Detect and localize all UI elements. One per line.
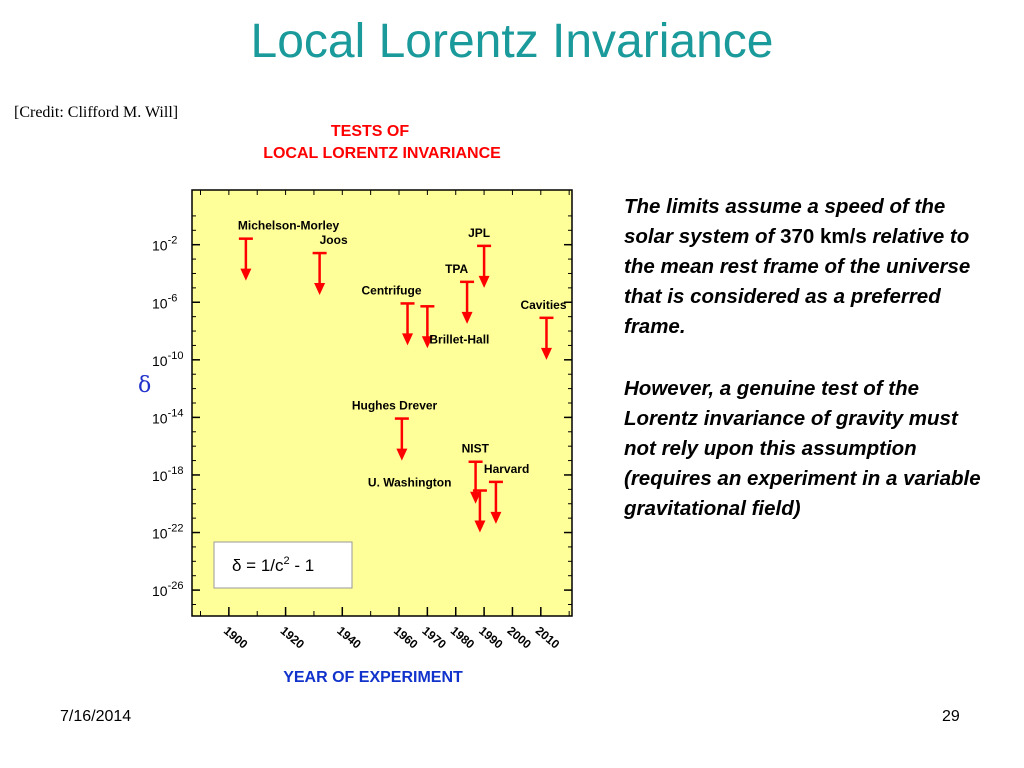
y-axis-label: δ (138, 373, 151, 398)
page-number: 29 (942, 708, 960, 725)
explanation-panel: The limits assume a speed of the solar s… (624, 192, 994, 556)
data-point-michelson-morley: Michelson-Morley (238, 219, 340, 281)
arrow-head-michelson-morley (240, 268, 252, 281)
x-tick-label-0: 1900 (221, 624, 251, 652)
y-axis-ticks: 10-2 10-6 10-10 10-14 10-18 10-22 10-26 (152, 215, 572, 605)
x-tick-label-6: 1990 (476, 624, 506, 652)
point-label-centrifuge: Centrifuge (362, 283, 422, 297)
x-tick-label-5: 1980 (448, 624, 478, 652)
arrow-head-hughes-drever (396, 448, 408, 461)
x-tick-label-3: 1960 (391, 624, 421, 652)
chart-svg: TESTS OF LOCAL LORENTZ INVARIANCE 10-210… (138, 123, 573, 686)
formula-text: δ = 1/c (232, 556, 284, 575)
formula-box: δ = 1/c2 - 1 (213, 541, 353, 589)
arrow-head-brillet-hall (421, 336, 433, 349)
point-label-harvard: Harvard (484, 462, 529, 476)
y-tick-label-4: 10-18 (152, 465, 183, 484)
formula-sup: 2 (284, 555, 290, 567)
chart-title-line2: LOCAL LORENTZ INVARIANCE (263, 145, 501, 162)
point-label-tpa: TPA (445, 262, 468, 276)
point-label-nist: NIST (462, 442, 490, 456)
arrow-head-tpa (461, 311, 473, 324)
slide-title: Local Lorentz Invariance (250, 15, 774, 68)
y-tick-label-1: 10-6 (152, 292, 177, 311)
x-tick-label-1: 1920 (278, 624, 308, 652)
data-point-cavities: Cavities (520, 298, 567, 360)
explanation-paragraph-2: However, a genuine test of the Lorentz i… (624, 377, 981, 520)
credit-note: [Credit: Clifford M. Will] (14, 104, 179, 121)
x-tick-label-4: 1970 (419, 624, 449, 652)
data-point-u-washington: U. Washington (368, 476, 487, 533)
data-point-tpa: TPA (445, 262, 475, 324)
arrow-head-harvard (490, 511, 502, 524)
x-axis-label: YEAR OF EXPERIMENT (283, 669, 463, 686)
footer-date: 7/16/2014 (60, 708, 132, 725)
lorentz-chart: TESTS OF LOCAL LORENTZ INVARIANCE 10-2 10… (120, 112, 600, 702)
arrow-head-cavities (540, 347, 552, 360)
y-tick-label-5: 10-22 (152, 523, 183, 542)
x-tick-label-8: 2010 (533, 624, 563, 652)
arrow-head-jpl (478, 275, 490, 288)
svg-text:δ = 1/c2 - 1: δ = 1/c2 - 1 (232, 555, 314, 575)
data-point-hughes-drever: Hughes Drever (352, 399, 438, 461)
explanation-paragraph-1: The limits assume a speed of the solar s… (624, 195, 971, 338)
y-tick-label-6: 10-26 (152, 580, 183, 599)
data-point-harvard: Harvard (484, 462, 529, 524)
arrow-head-u-washington (474, 520, 486, 533)
point-label-brillet-hall: Brillet-Hall (429, 332, 489, 346)
speed-value: 370 km/s (780, 225, 867, 248)
point-label-joos: Joos (320, 233, 348, 247)
chart-title-line1: TESTS OF (331, 123, 409, 140)
formula-suffix: - 1 (290, 556, 315, 575)
x-tick-label-2: 1940 (334, 624, 364, 652)
point-label-hughes-drever: Hughes Drever (352, 399, 438, 413)
point-label-michelson-morley: Michelson-Morley (238, 219, 340, 233)
y-tick-label-2: 10-10 (152, 350, 183, 369)
x-tick-label-7: 2000 (505, 624, 535, 652)
data-point-joos: Joos (312, 233, 348, 296)
arrow-head-centrifuge (402, 333, 414, 346)
arrow-head-nist (470, 491, 482, 504)
data-point-nist: NIST (462, 442, 490, 504)
point-label-u-washington: U. Washington (368, 476, 452, 490)
y-tick-label-0: 10-2 (152, 235, 177, 254)
point-label-jpl: JPL (468, 226, 490, 240)
y-tick-label-3: 10-14 (152, 407, 183, 426)
arrow-head-joos (314, 283, 326, 296)
data-point-brillet-hall: Brillet-Hall (420, 305, 489, 349)
data-point-centrifuge: Centrifuge (362, 283, 422, 346)
data-point-jpl: JPL (468, 226, 492, 288)
point-label-cavities: Cavities (520, 298, 566, 312)
